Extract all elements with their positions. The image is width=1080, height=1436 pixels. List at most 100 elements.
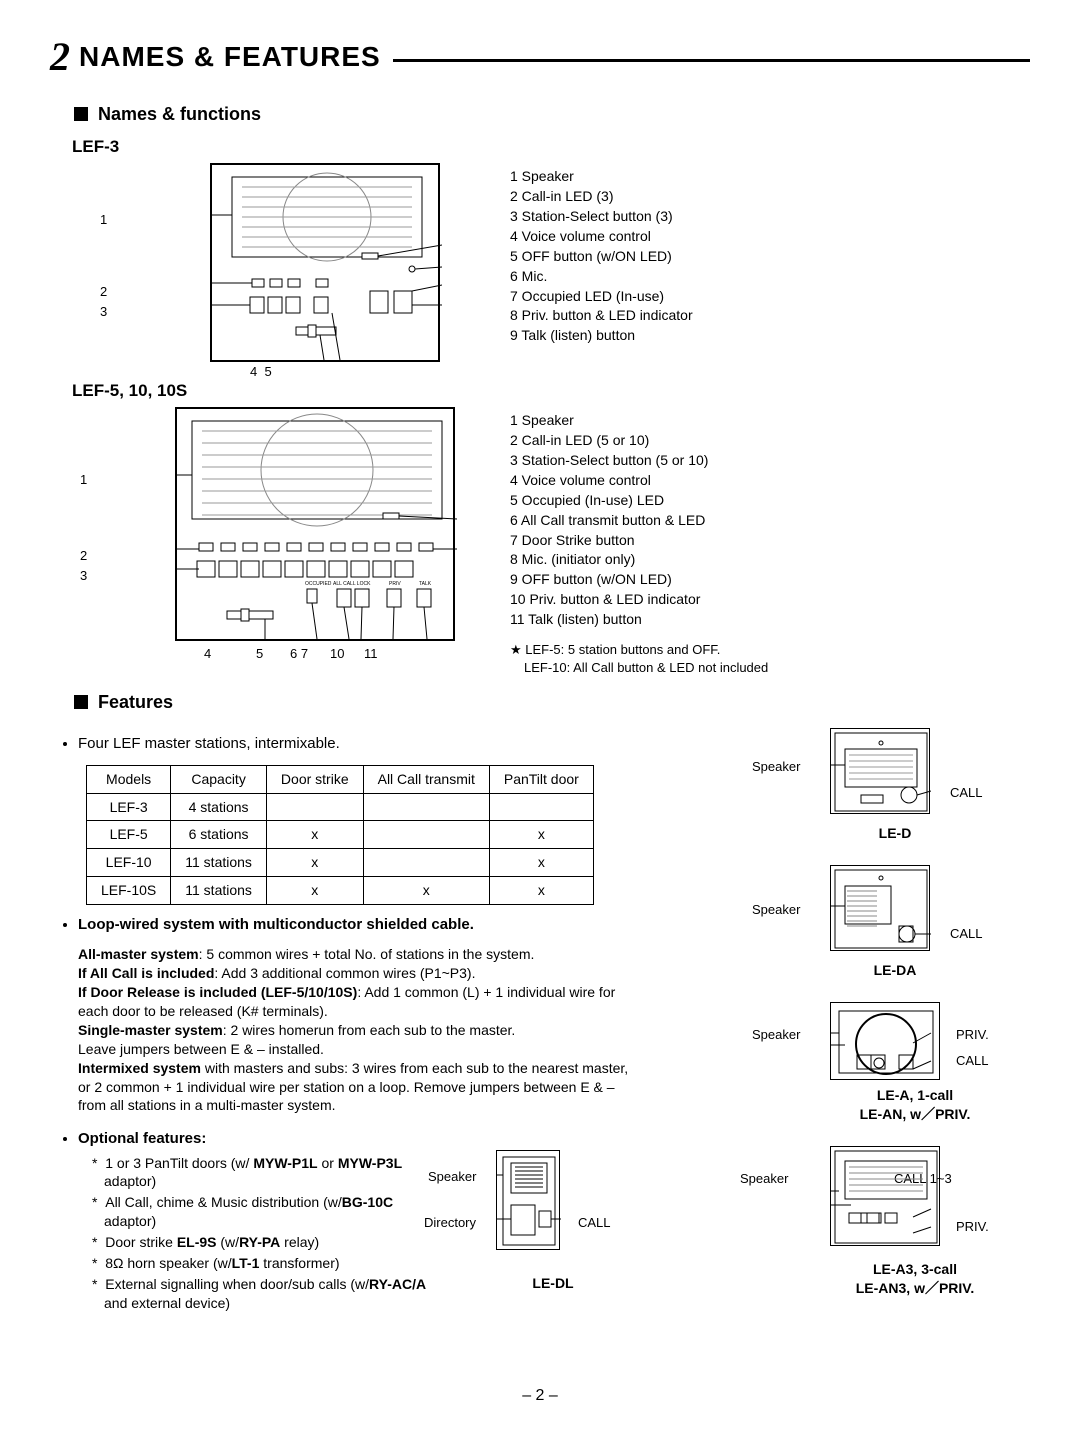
label-directory: Directory	[424, 1214, 476, 1232]
anno-num: 4	[204, 645, 211, 663]
legend-item: 10 Priv. button & LED indicator	[510, 590, 1030, 609]
lef3-legend: 1 Speaker 2 Call-in LED (3) 3 Station-Se…	[510, 167, 1030, 345]
legend-item: 11 Talk (listen) button	[510, 610, 1030, 629]
le-a-block: Speaker PRIV. CALL	[760, 1002, 1030, 1124]
title-rule	[393, 59, 1030, 62]
features-list: Four LEF master stations, intermixable.	[78, 734, 690, 754]
anno-num: 2	[100, 283, 107, 301]
chapter-title: NAMES & FEATURES	[79, 38, 381, 76]
legend-item: 9 Talk (listen) button	[510, 326, 1030, 345]
label-speaker: Speaker	[740, 1170, 788, 1188]
caption-rest: , 1-call	[910, 1087, 954, 1103]
table-cell: x	[489, 821, 593, 849]
lef3-diagram	[210, 163, 440, 362]
le-a3-block: Speaker CALL 1~3 PRIV.	[760, 1146, 1030, 1298]
table-cell: 4 stations	[171, 793, 267, 821]
table-row: LEF-1011 stationsxx	[87, 849, 594, 877]
svg-text:OCCUPIED: OCCUPIED	[305, 581, 332, 587]
table-cell: x	[266, 821, 363, 849]
le-d-block: Speaker CALL age LE-D	[760, 728, 1030, 843]
section-label: Names & functions	[98, 102, 261, 126]
optional-item: * 8Ω horn speaker (w/LT-1 transformer)	[92, 1254, 438, 1273]
section-bullet-icon	[74, 107, 88, 121]
table-cell: 11 stations	[171, 849, 267, 877]
anno-num: 5	[256, 645, 263, 663]
anno-num: 4 5	[250, 363, 272, 381]
legend-item: 4 Voice volume control	[510, 227, 1030, 246]
svg-text:ALL CALL LOCK: ALL CALL LOCK	[333, 581, 371, 587]
optional-item: * External signalling when door/sub call…	[92, 1275, 438, 1313]
model-table: ModelsCapacityDoor strikeAll Call transm…	[86, 765, 594, 905]
loop-bold: All-master system	[78, 946, 199, 962]
table-cell	[266, 793, 363, 821]
lef5-diagram: OCCUPIED ALL CALL LOCK PRIV TALK	[175, 407, 455, 641]
le-a3-diagram	[830, 1146, 940, 1246]
legend-item: 2 Call-in LED (3)	[510, 187, 1030, 206]
label-call: CALL	[956, 1052, 989, 1070]
table-cell: LEF-3	[87, 793, 171, 821]
legend-item: 6 All Call transmit button & LED	[510, 511, 1030, 530]
note-line: ★ LEF-5: 5 station buttons and OFF.	[510, 641, 1030, 659]
legend-item: 9 OFF button (w/ON LED)	[510, 570, 1030, 589]
loop-bold: Intermixed system	[78, 1060, 201, 1076]
loop-text: : 2 wires homerun from each sub to the m…	[223, 1022, 516, 1038]
lef5-legend: 1 Speaker 2 Call-in LED (5 or 10) 3 Stat…	[510, 411, 1030, 629]
caption-rest: , w／PRIV.	[906, 1280, 974, 1296]
table-row: LEF-10S11 stationsxxx	[87, 877, 594, 905]
table-cell: LEF-10S	[87, 877, 171, 905]
feature-intro: Four LEF master stations, intermixable.	[78, 734, 690, 754]
table-header: Door strike	[266, 765, 363, 793]
lef3-label: LEF-3	[72, 136, 1030, 159]
table-cell: LEF-5	[87, 821, 171, 849]
table-cell: x	[489, 849, 593, 877]
anno-num: 3	[80, 567, 87, 585]
svg-text:PRIV: PRIV	[389, 581, 401, 587]
loop-text: : Add 3 additional common wires (P1~P3).	[214, 965, 475, 981]
legend-item: 7 Door Strike button	[510, 531, 1030, 550]
table-cell: x	[489, 877, 593, 905]
anno-num: 6 7	[290, 645, 308, 663]
label-call: CALL	[950, 784, 983, 802]
caption-rest: , 3-call	[913, 1261, 957, 1277]
le-dl-diagram	[496, 1150, 560, 1250]
table-header: Capacity	[171, 765, 267, 793]
le-a-diagram	[830, 1002, 940, 1080]
caption-bold: LE-AN3	[856, 1280, 907, 1296]
legend-item: 6 Mic.	[510, 267, 1030, 286]
anno-num: 1	[100, 211, 107, 229]
anno-num: 10	[330, 645, 344, 663]
section-features: Features	[74, 690, 1030, 714]
page-title: 2 NAMES & FEATURES	[50, 30, 1030, 84]
loop-bold: If All Call is included	[78, 965, 214, 981]
le-dl-caption: LE-DL	[468, 1274, 638, 1293]
optional-item: * Door strike EL-9S (w/RY-PA relay)	[92, 1233, 438, 1252]
legend-item: 8 Mic. (initiator only)	[510, 550, 1030, 569]
table-cell: 6 stations	[171, 821, 267, 849]
anno-num: 2	[80, 547, 87, 565]
caption: LE-DA	[874, 962, 917, 978]
table-header: Models	[87, 765, 171, 793]
anno-num: 3	[100, 303, 107, 321]
table-header: PanTilt door	[489, 765, 593, 793]
chapter-number: 2	[50, 30, 71, 84]
note-line: LEF-10: All Call button & LED not includ…	[524, 659, 1030, 677]
legend-item: 3 Station-Select button (5 or 10)	[510, 451, 1030, 470]
svg-text:TALK: TALK	[419, 581, 432, 587]
label-speaker: Speaker	[752, 901, 800, 919]
page-footer: – 2 –	[50, 1385, 1030, 1407]
caption-bold: LE-AN	[860, 1106, 903, 1122]
legend-item: 5 OFF button (w/ON LED)	[510, 247, 1030, 266]
label-speaker: Speaker	[752, 758, 800, 776]
legend-item: 3 Station-Select button (3)	[510, 207, 1030, 226]
lef5-label: LEF-5, 10, 10S	[72, 380, 1030, 403]
loop-text: : 5 common wires + total No. of stations…	[199, 946, 535, 962]
caption-bold: LE-A3	[873, 1261, 913, 1277]
caption: LE-D	[879, 825, 912, 841]
loop-bold: Single-master system	[78, 1022, 223, 1038]
loop-header: Loop-wired system with multiconductor sh…	[78, 916, 474, 933]
optional-item: * 1 or 3 PanTilt doors (w/ MYW-P1L or MY…	[92, 1154, 438, 1192]
anno-num: 11	[364, 645, 378, 663]
table-cell: x	[266, 877, 363, 905]
label-call: CALL	[950, 925, 983, 943]
optional-item: * All Call, chime & Music distribution (…	[92, 1193, 438, 1231]
